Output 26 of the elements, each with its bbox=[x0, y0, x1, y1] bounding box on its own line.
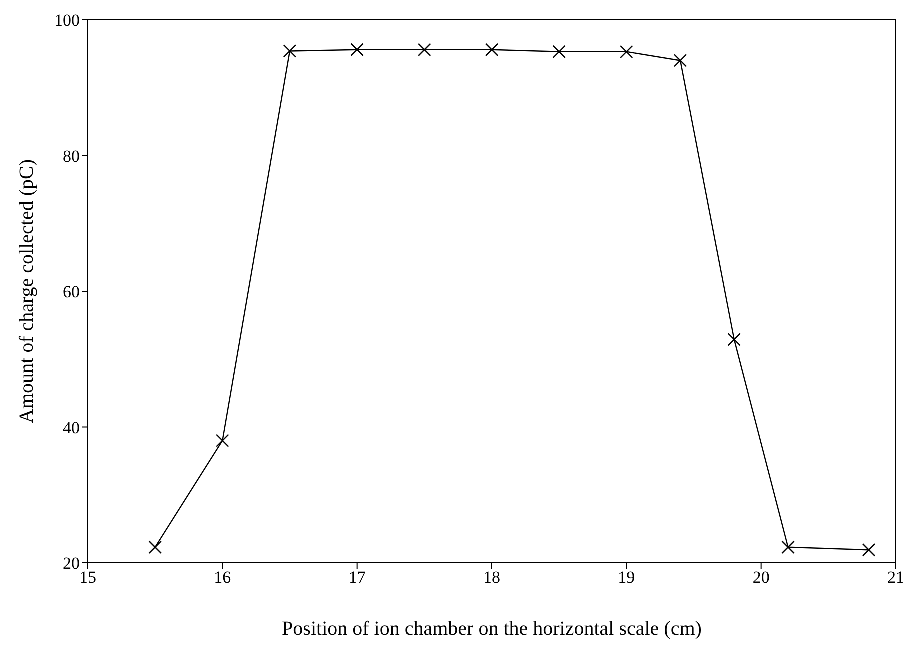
point bbox=[620, 45, 634, 59]
x-axis-title: Position of ion chamber on the horizontal scale (cm) bbox=[282, 618, 702, 640]
x-tick-label: 21 bbox=[888, 568, 904, 588]
y-tick-label: 80 bbox=[63, 146, 80, 166]
point bbox=[216, 434, 230, 448]
point bbox=[552, 45, 566, 59]
point bbox=[350, 43, 364, 57]
y-tick-label: 100 bbox=[54, 11, 80, 30]
point bbox=[485, 43, 499, 57]
y-tick-label: 60 bbox=[63, 282, 80, 302]
point bbox=[728, 333, 742, 346]
point bbox=[418, 43, 432, 57]
point bbox=[283, 44, 297, 58]
point bbox=[674, 54, 688, 68]
x-tick-label: 18 bbox=[484, 568, 500, 588]
y-tick-label: 40 bbox=[63, 418, 80, 438]
x-tick-label: 17 bbox=[348, 568, 366, 588]
x-tick-label: 19 bbox=[618, 568, 636, 588]
x-tick-label: 15 bbox=[80, 568, 96, 588]
x-tick-label: 20 bbox=[752, 568, 770, 588]
x-tick-label: 16 bbox=[214, 568, 232, 588]
y-axis-title: Amount of charge collected (pC) bbox=[16, 160, 38, 424]
point bbox=[148, 540, 162, 554]
point bbox=[862, 543, 876, 557]
y-tick-label: 20 bbox=[63, 554, 80, 574]
point bbox=[782, 540, 795, 554]
